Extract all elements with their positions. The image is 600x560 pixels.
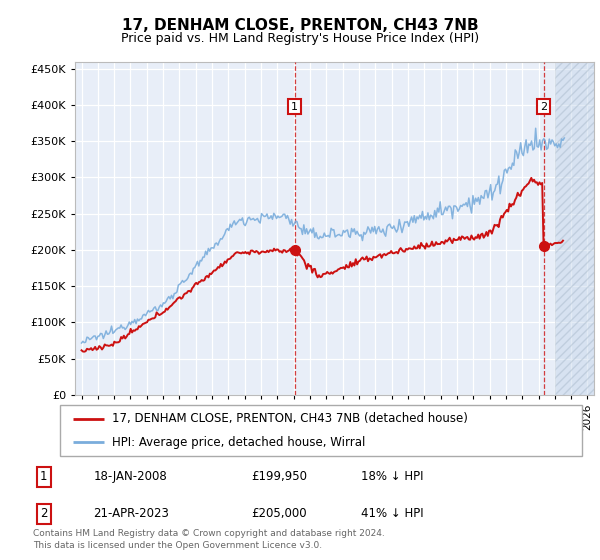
Text: 17, DENHAM CLOSE, PRENTON, CH43 7NB (detached house): 17, DENHAM CLOSE, PRENTON, CH43 7NB (det…: [112, 412, 468, 425]
Text: 21-APR-2023: 21-APR-2023: [94, 507, 169, 520]
Text: £205,000: £205,000: [251, 507, 307, 520]
Text: 17, DENHAM CLOSE, PRENTON, CH43 7NB: 17, DENHAM CLOSE, PRENTON, CH43 7NB: [122, 18, 478, 33]
Text: Contains HM Land Registry data © Crown copyright and database right 2024.
This d: Contains HM Land Registry data © Crown c…: [33, 529, 385, 550]
Text: 18% ↓ HPI: 18% ↓ HPI: [361, 470, 424, 483]
Text: 1: 1: [40, 470, 47, 483]
Text: 41% ↓ HPI: 41% ↓ HPI: [361, 507, 424, 520]
Text: HPI: Average price, detached house, Wirral: HPI: Average price, detached house, Wirr…: [112, 436, 365, 449]
Text: 1: 1: [291, 101, 298, 111]
Text: 2: 2: [40, 507, 47, 520]
Text: 18-JAN-2008: 18-JAN-2008: [94, 470, 167, 483]
Text: Price paid vs. HM Land Registry's House Price Index (HPI): Price paid vs. HM Land Registry's House …: [121, 32, 479, 45]
Bar: [555, 62, 594, 395]
Text: £199,950: £199,950: [251, 470, 307, 483]
Text: 2: 2: [540, 101, 547, 111]
